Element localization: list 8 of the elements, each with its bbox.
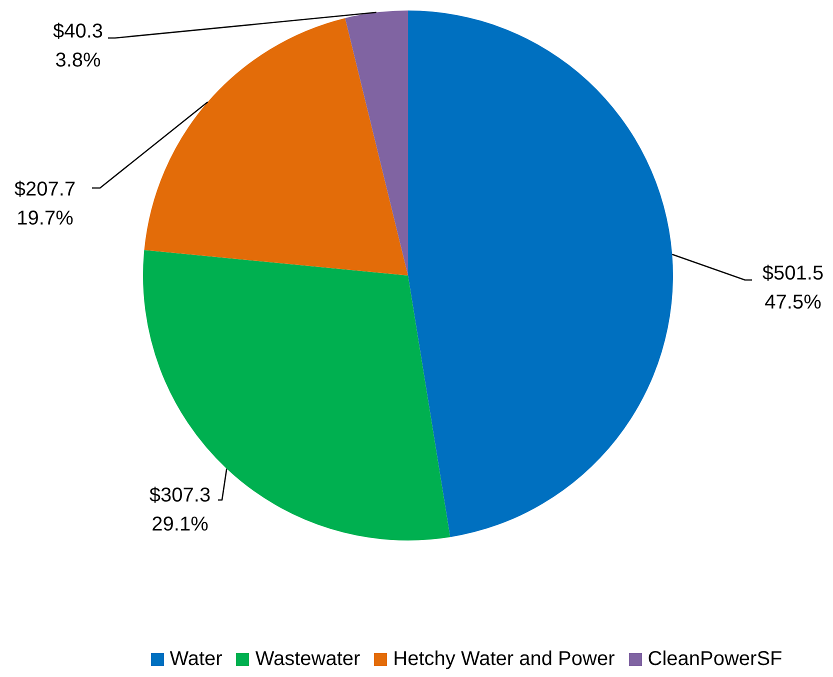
legend-label: Wastewater — [255, 648, 360, 671]
data-label: $307.3 29.1% — [149, 484, 211, 536]
legend-label: Hetchy Water and Power — [393, 648, 615, 671]
legend-label: CleanPowerSF — [648, 648, 782, 671]
data-label: $501.5 47.5% — [762, 262, 824, 314]
data-label: $207.7 19.7% — [14, 178, 76, 230]
data-label: $40.3 3.8% — [52, 20, 104, 72]
legend-label: Water — [170, 648, 222, 671]
